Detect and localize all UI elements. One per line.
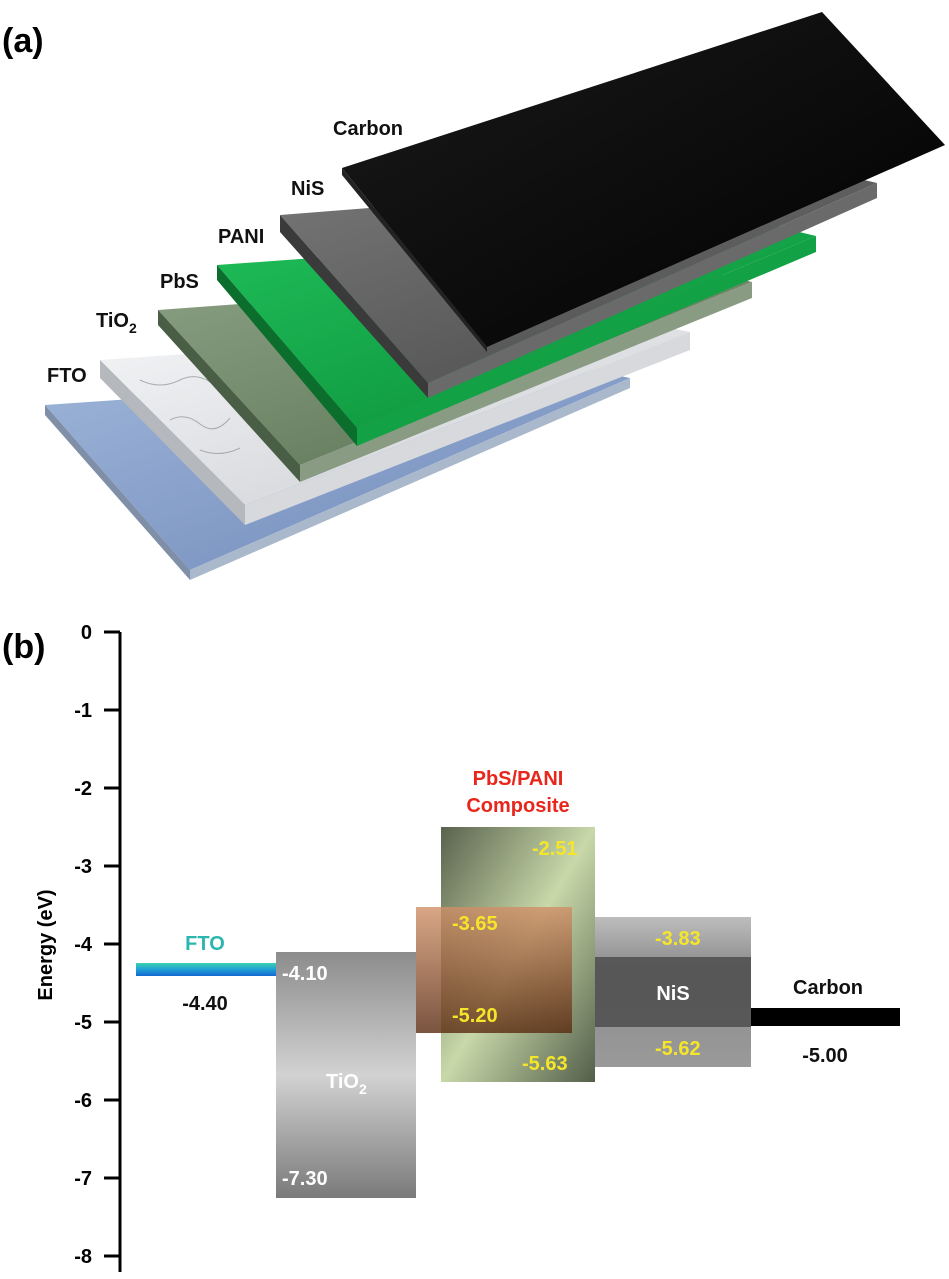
y-tick-label: -1 [74, 700, 92, 722]
tio2-band [276, 952, 416, 1198]
carbon-level-value: -5.00 [802, 1045, 848, 1067]
pani-lumo-value: -2.51 [532, 838, 578, 860]
composite-title-line2: Composite [466, 795, 569, 817]
carbon-band-label: Carbon [793, 977, 863, 999]
tio2-band-label: TiO2 [326, 1071, 367, 1097]
energy-level-diagram: 0-1-2-3-4-5-6-7-8 Energy (eV) FTO -4.40 … [35, 622, 900, 1272]
y-tick-label: -5 [74, 1012, 92, 1034]
pani-homo-value: -5.63 [522, 1053, 568, 1075]
pbs-vb-value: -5.20 [452, 1005, 498, 1027]
pbs-band [416, 907, 572, 1033]
label-tio2: TiO2 [96, 310, 137, 336]
y-axis-label: Energy (eV) [35, 889, 57, 1000]
y-tick-label: -4 [74, 934, 93, 956]
nis-band-label: NiS [656, 983, 689, 1005]
carbon-layer [342, 12, 945, 352]
tio2-cb-value: -4.10 [282, 963, 328, 985]
label-carbon: Carbon [333, 118, 403, 140]
nis-vb-value: -5.62 [655, 1038, 701, 1060]
fto-band [136, 963, 276, 976]
y-tick-label: -2 [74, 778, 92, 800]
panel-a-label: (a) [2, 22, 44, 60]
y-tick-label: -3 [74, 856, 92, 878]
y-tick-label: -8 [74, 1246, 92, 1268]
pbs-cb-value: -3.65 [452, 913, 498, 935]
y-tick-label: -7 [74, 1168, 92, 1190]
y-tick-label: -6 [74, 1090, 92, 1112]
label-pbs: PbS [160, 271, 199, 293]
composite-title-line1: PbS/PANI [473, 768, 564, 790]
nis-band-core [595, 957, 751, 1027]
label-pani: PANI [218, 226, 264, 248]
tio2-vb-value: -7.30 [282, 1168, 328, 1190]
label-nis: NiS [291, 178, 324, 200]
y-tick-label: 0 [81, 622, 92, 644]
carbon-band [751, 1008, 900, 1026]
layer-stack-illustration: FTO TiO2 PbS PANI NiS Carbon [45, 12, 945, 580]
panel-b-label: (b) [2, 628, 46, 666]
fto-band-label: FTO [185, 933, 225, 955]
fto-level-value: -4.40 [182, 993, 228, 1015]
label-fto: FTO [47, 365, 87, 387]
nis-cb-value: -3.83 [655, 928, 701, 950]
